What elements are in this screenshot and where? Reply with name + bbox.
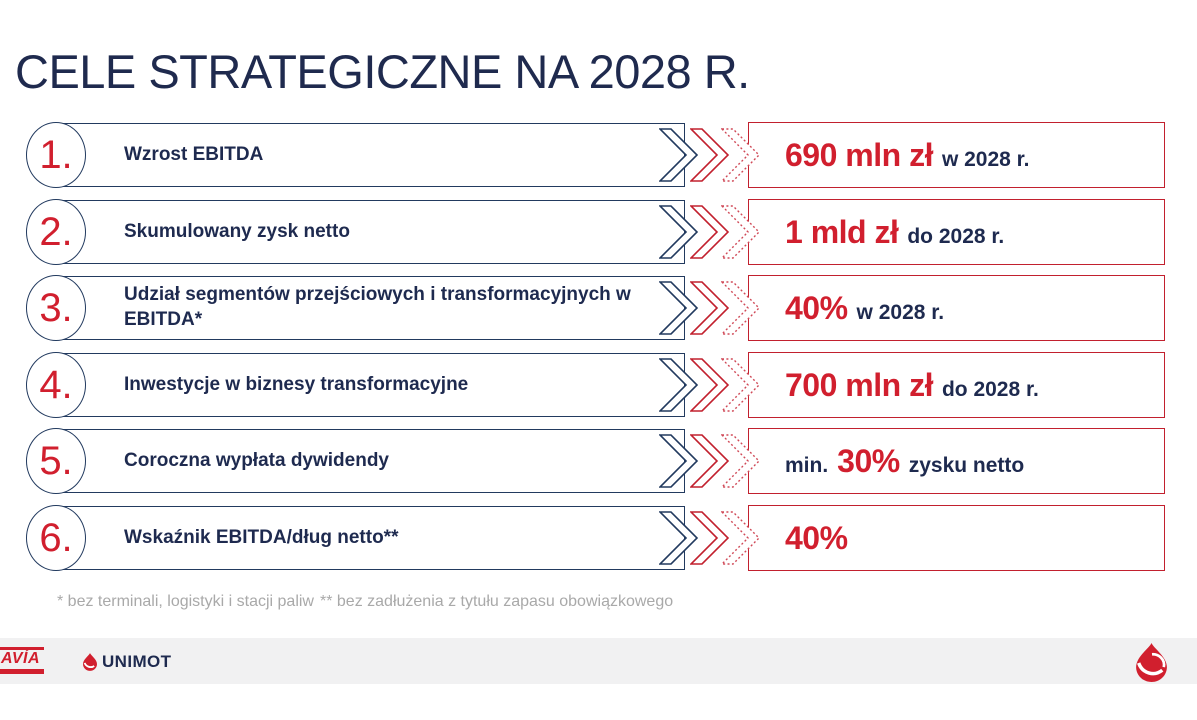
chevron-right-red-icon (690, 511, 730, 565)
goal-number-circle: 6. (26, 505, 86, 571)
goal-number-circle: 4. (26, 352, 86, 418)
chevron-right-navy-icon (659, 128, 699, 182)
goal-number: 5. (39, 438, 73, 483)
goal-result-suffix: do 2028 r. (941, 377, 1039, 401)
goal-result: 40% w 2028 r. (785, 290, 944, 327)
goal-result-value: 700 mln zł (785, 366, 933, 403)
chevron-right-dotted-icon (721, 434, 760, 488)
avia-logo-text: AVÍA (1, 650, 41, 667)
chevron-right-red-icon (690, 358, 730, 412)
goal-number-circle: 2. (26, 199, 86, 265)
goal-result-suffix: do 2028 r. (907, 224, 1005, 248)
goal-result-value: 40% (785, 289, 848, 326)
goal-result-box: 40% w 2028 r. (748, 275, 1165, 341)
unimot-drop-symbol (1136, 643, 1167, 682)
goal-result: 40% (785, 520, 848, 557)
goal-label-box: Wskaźnik EBITDA/dług netto** (55, 506, 685, 570)
goal-label-box: Coroczna wypłata dywidendy (55, 429, 685, 493)
footnote-2: ** bez zadłużenia z tytułu zapasu obowią… (320, 593, 674, 610)
chevron-right-dotted-icon (721, 511, 760, 565)
goal-number: 3. (39, 285, 73, 330)
goal-label-box: Wzrost EBITDA (55, 123, 685, 187)
goal-row: Wskaźnik EBITDA/dług netto** 6. 40% (0, 505, 1197, 572)
chevron-right-red-icon (690, 281, 730, 335)
chevron-right-red-icon (690, 205, 730, 259)
goal-result-suffix: zysku netto (908, 453, 1025, 477)
goal-result: min. 30% zysku netto (785, 443, 1024, 480)
chevron-right-dotted-icon (721, 205, 760, 259)
unimot-drop-icon (83, 653, 97, 671)
unimot-logo: UNIMOT (83, 652, 171, 672)
goal-row: Wzrost EBITDA 1. 690 mln zł w 2028 r. (0, 122, 1197, 189)
chevron-right-navy-icon (659, 358, 699, 412)
goal-number-circle: 3. (26, 275, 86, 341)
chevron-right-navy-icon (659, 511, 699, 565)
chevron-right-dotted-icon (721, 358, 760, 412)
goal-label: Wzrost EBITDA (124, 143, 264, 165)
goal-result-box: min. 30% zysku netto (748, 428, 1165, 494)
goal-result: 690 mln zł w 2028 r. (785, 137, 1030, 174)
goal-row: Udział segmentów przejściowych i transfo… (0, 275, 1197, 342)
footnote-1: * bez terminali, logistyki i stacji pali… (57, 593, 314, 610)
chevron-right-red-icon (690, 128, 730, 182)
avia-logo-bottom-bar (0, 669, 44, 674)
footer-band: AVÍA UNIMOT (0, 638, 1197, 684)
goal-label: Wskaźnik EBITDA/dług netto** (124, 526, 399, 548)
goal-result-box: 1 mld zł do 2028 r. (748, 199, 1165, 265)
chevron-right-dotted-icon (721, 128, 760, 182)
goal-result-value: 1 mld zł (785, 213, 899, 250)
goal-result-suffix: w 2028 r. (941, 147, 1030, 171)
goal-result-value: 690 mln zł (785, 136, 933, 173)
goal-result-box: 700 mln zł do 2028 r. (748, 352, 1165, 418)
goal-row: Inwestycje w biznesy transformacyjne 4. … (0, 352, 1197, 419)
page-title: CELE STRATEGICZNE NA 2028 R. (15, 45, 750, 98)
avia-logo-top-bar (0, 647, 44, 650)
goal-number-circle: 1. (26, 122, 86, 188)
goal-result: 700 mln zł do 2028 r. (785, 367, 1039, 404)
goal-number: 4. (39, 362, 73, 407)
goal-result-box: 40% (748, 505, 1165, 571)
goal-label: Udział segmentów przejściowych i transfo… (124, 284, 631, 330)
goal-label: Coroczna wypłata dywidendy (124, 449, 389, 471)
goal-number: 2. (39, 209, 73, 254)
unimot-logo-text: UNIMOT (102, 652, 172, 671)
goal-result: 1 mld zł do 2028 r. (785, 214, 1004, 251)
goal-label: Skumulowany zysk netto (124, 220, 350, 242)
chevron-right-dotted-icon (721, 281, 760, 335)
goal-label: Inwestycje w biznesy transformacyjne (124, 373, 469, 395)
goal-result-suffix: w 2028 r. (856, 300, 945, 324)
goal-number: 6. (39, 515, 73, 560)
goal-row: Skumulowany zysk netto 2. 1 mld zł do 20… (0, 199, 1197, 266)
chevron-right-navy-icon (659, 205, 699, 259)
goal-label-box: Udział segmentów przejściowych i transfo… (55, 276, 685, 340)
goal-label-box: Skumulowany zysk netto (55, 200, 685, 264)
goal-result-value: 30% (837, 442, 900, 479)
chevron-right-navy-icon (659, 281, 699, 335)
chevron-right-navy-icon (659, 434, 699, 488)
chevron-right-red-icon (690, 434, 730, 488)
goal-result-value: 40% (785, 519, 848, 556)
goal-row: Coroczna wypłata dywidendy 5. min. 30% z… (0, 428, 1197, 495)
goal-result-box: 690 mln zł w 2028 r. (748, 122, 1165, 188)
avia-logo: AVÍA (0, 647, 44, 674)
goal-number-circle: 5. (26, 428, 86, 494)
goal-result-prefix: min. (785, 453, 829, 477)
goal-number: 1. (39, 132, 73, 177)
goal-label-box: Inwestycje w biznesy transformacyjne (55, 353, 685, 417)
